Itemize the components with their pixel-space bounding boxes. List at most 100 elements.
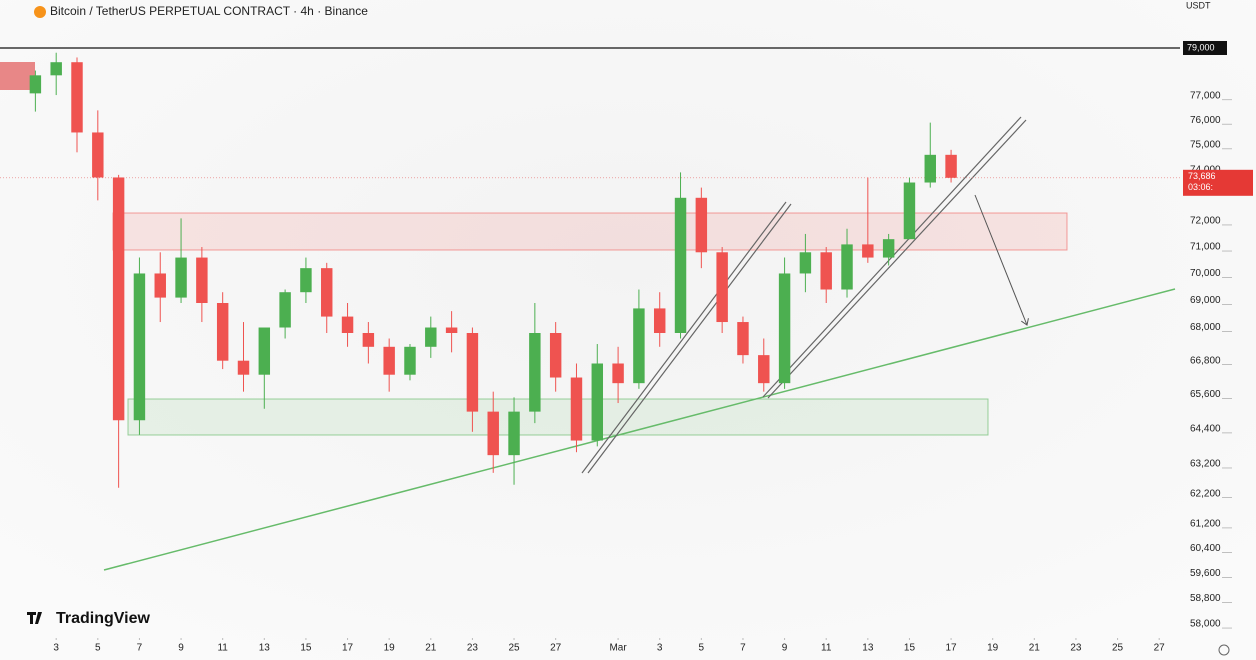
y-tick-label: 59,600 — [1190, 568, 1221, 579]
x-tick-label: 11 — [821, 643, 832, 654]
candle-body — [466, 332, 479, 412]
candle-body — [508, 411, 520, 456]
x-tick-label: 13 — [259, 643, 271, 654]
x-tick-label: 19 — [987, 643, 999, 654]
candle-body — [196, 257, 208, 303]
candle-body — [633, 308, 645, 384]
level-label: 79,000 — [1187, 42, 1215, 52]
x-tick-label: 19 — [384, 643, 396, 654]
candle-body — [716, 252, 728, 323]
y-tick-label: 69,000 — [1190, 295, 1221, 306]
candle-body — [862, 244, 874, 258]
x-tick-label: 3 — [53, 643, 59, 654]
coin-icon — [34, 6, 46, 18]
candle-body — [570, 377, 583, 441]
candle-body — [50, 62, 62, 76]
candle-body — [404, 346, 416, 375]
candle-body — [154, 273, 166, 298]
x-tick-label: 25 — [508, 643, 520, 654]
candle-body — [321, 268, 333, 317]
candle-body — [300, 268, 312, 293]
trendline — [103, 288, 1176, 571]
candle-body — [737, 322, 749, 356]
x-tick-label: 17 — [946, 643, 958, 654]
candle-body — [216, 302, 229, 361]
settings-icon — [1218, 644, 1230, 656]
logo-icon — [27, 612, 42, 624]
x-tick-label: 3 — [657, 643, 663, 654]
candle-body — [653, 308, 666, 333]
x-tick-label: 7 — [137, 643, 143, 654]
y-tick-label: 77,000 — [1190, 90, 1221, 101]
y-tick-label: 60,400 — [1190, 543, 1221, 554]
candle-body — [549, 332, 562, 378]
candle-body — [924, 154, 936, 183]
resistance-zone — [112, 212, 1068, 251]
candle-body — [92, 132, 104, 178]
y-tick-label: 76,000 — [1190, 115, 1221, 126]
candle-body — [799, 252, 812, 274]
channel-line — [587, 203, 792, 474]
candle-body — [279, 292, 291, 328]
candle-body — [674, 197, 687, 333]
candle-body — [820, 252, 832, 290]
channel-line — [581, 201, 787, 474]
candle-body — [778, 273, 791, 384]
x-tick-label: 7 — [740, 643, 746, 654]
candle-body — [175, 257, 187, 298]
level-label-box — [1183, 40, 1227, 55]
countdown: 03:06: — [1188, 182, 1213, 192]
candle-body — [112, 177, 125, 421]
support-zone — [127, 398, 989, 436]
unit-label: USDT — [1186, 0, 1211, 10]
candle-body — [529, 332, 541, 412]
candle-body — [487, 411, 499, 456]
candle-body — [695, 197, 708, 253]
x-tick-label: 13 — [862, 643, 874, 654]
candle-body — [71, 62, 83, 133]
x-tick-label: 17 — [342, 643, 354, 654]
y-tick-label: 61,200 — [1190, 519, 1221, 530]
y-tick-label: 58,800 — [1190, 593, 1221, 604]
candle-body — [903, 182, 916, 240]
x-tick-label: 21 — [1029, 643, 1041, 654]
y-tick-label: 62,200 — [1190, 488, 1221, 499]
chart-title: Bitcoin / TetherUS PERPETUAL CONTRACT · … — [50, 4, 368, 18]
y-tick-label: 71,000 — [1190, 242, 1221, 253]
y-tick-label: 70,000 — [1190, 268, 1221, 279]
candle-body — [841, 244, 853, 290]
x-tick-label: 11 — [217, 643, 228, 654]
x-tick-label: 15 — [904, 643, 916, 654]
x-tick-label: 27 — [1154, 643, 1166, 654]
x-tick-label: 5 — [95, 643, 101, 654]
current-price-label: 73,686 — [1188, 171, 1216, 181]
candle-body — [591, 363, 604, 441]
watermark: TradingView — [56, 610, 151, 627]
candle-body — [425, 327, 437, 347]
candle-body — [341, 316, 354, 333]
x-tick-label: 23 — [1070, 643, 1082, 654]
candle-body — [237, 360, 250, 375]
x-tick-label: 21 — [425, 643, 437, 654]
x-tick-label: 23 — [467, 643, 479, 654]
candle-body — [945, 154, 957, 178]
candle-body — [882, 239, 895, 258]
arrow — [974, 194, 1027, 325]
x-tick-label: 9 — [178, 643, 184, 654]
candle-body — [362, 332, 375, 347]
price-label-box — [1183, 169, 1253, 196]
y-tick-label: 65,600 — [1190, 389, 1221, 400]
x-tick-label: 15 — [300, 643, 312, 654]
candle-body — [758, 355, 770, 384]
y-tick-label: 75,000 — [1190, 139, 1221, 150]
y-tick-label: 66,800 — [1190, 355, 1221, 366]
y-tick-label: 68,000 — [1190, 322, 1221, 333]
candle-body — [383, 346, 395, 375]
marker-box — [0, 62, 35, 90]
x-tick-label: 9 — [782, 643, 788, 654]
candle-body — [445, 327, 458, 333]
x-tick-label: 27 — [550, 643, 562, 654]
candle-body — [29, 75, 42, 94]
